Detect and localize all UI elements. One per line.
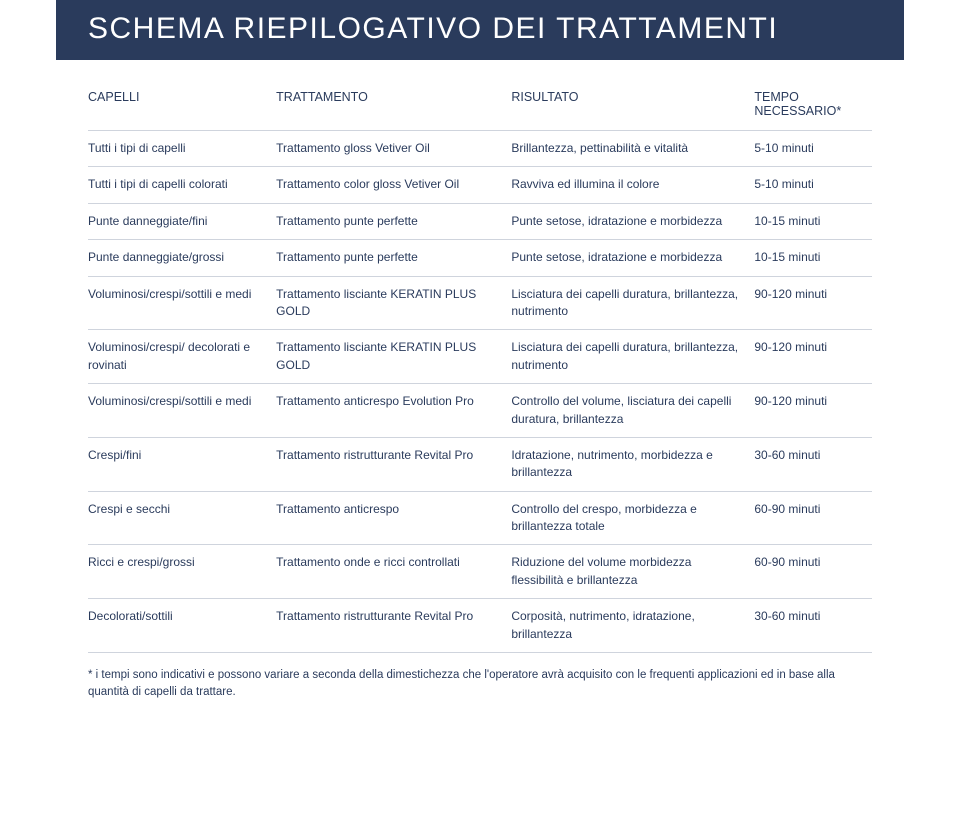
cell-capelli: Crespi/fini bbox=[88, 437, 276, 491]
content-area: CAPELLI TRATTAMENTO RISULTATO TEMPO NECE… bbox=[0, 84, 960, 700]
cell-tempo: 60-90 minuti bbox=[754, 545, 872, 599]
col-header-trattamento: TRATTAMENTO bbox=[276, 84, 511, 131]
cell-tempo: 5-10 minuti bbox=[754, 167, 872, 203]
cell-trattamento: Trattamento onde e ricci controllati bbox=[276, 545, 511, 599]
footnote: * i tempi sono indicativi e possono vari… bbox=[88, 653, 872, 700]
cell-trattamento: Trattamento anticrespo Evolution Pro bbox=[276, 384, 511, 438]
table-row: Crespi e secchiTrattamento anticrespoCon… bbox=[88, 491, 872, 545]
cell-tempo: 10-15 minuti bbox=[754, 240, 872, 276]
cell-risultato: Idratazione, nutrimento, morbidezza e br… bbox=[511, 437, 754, 491]
col-header-capelli: CAPELLI bbox=[88, 84, 276, 131]
cell-tempo: 60-90 minuti bbox=[754, 491, 872, 545]
cell-tempo: 5-10 minuti bbox=[754, 131, 872, 167]
cell-tempo: 10-15 minuti bbox=[754, 203, 872, 239]
table-row: Crespi/finiTrattamento ristrutturante Re… bbox=[88, 437, 872, 491]
cell-tempo: 90-120 minuti bbox=[754, 276, 872, 330]
cell-trattamento: Trattamento lisciante KERATIN PLUS GOLD bbox=[276, 330, 511, 384]
cell-capelli: Punte danneggiate/grossi bbox=[88, 240, 276, 276]
cell-trattamento: Trattamento color gloss Vetiver Oil bbox=[276, 167, 511, 203]
cell-capelli: Crespi e secchi bbox=[88, 491, 276, 545]
cell-capelli: Tutti i tipi di capelli colorati bbox=[88, 167, 276, 203]
cell-risultato: Lisciatura dei capelli duratura, brillan… bbox=[511, 330, 754, 384]
cell-trattamento: Trattamento lisciante KERATIN PLUS GOLD bbox=[276, 276, 511, 330]
cell-risultato: Punte setose, idratazione e morbidezza bbox=[511, 240, 754, 276]
cell-risultato: Lisciatura dei capelli duratura, brillan… bbox=[511, 276, 754, 330]
cell-capelli: Punte danneggiate/fini bbox=[88, 203, 276, 239]
table-row: Voluminosi/crespi/ decolorati e rovinati… bbox=[88, 330, 872, 384]
table-row: Punte danneggiate/finiTrattamento punte … bbox=[88, 203, 872, 239]
cell-trattamento: Trattamento ristrutturante Revital Pro bbox=[276, 599, 511, 653]
cell-risultato: Controllo del volume, lisciatura dei cap… bbox=[511, 384, 754, 438]
cell-trattamento: Trattamento punte perfette bbox=[276, 240, 511, 276]
title-bar: SCHEMA RIEPILOGATIVO DEI TRATTAMENTI bbox=[56, 0, 904, 60]
table-body: Tutti i tipi di capelliTrattamento gloss… bbox=[88, 131, 872, 653]
cell-risultato: Brillantezza, pettinabilità e vitalità bbox=[511, 131, 754, 167]
cell-tempo: 30-60 minuti bbox=[754, 599, 872, 653]
cell-risultato: Punte setose, idratazione e morbidezza bbox=[511, 203, 754, 239]
table-row: Tutti i tipi di capelli coloratiTrattame… bbox=[88, 167, 872, 203]
table-header-row: CAPELLI TRATTAMENTO RISULTATO TEMPO NECE… bbox=[88, 84, 872, 131]
cell-trattamento: Trattamento ristrutturante Revital Pro bbox=[276, 437, 511, 491]
cell-tempo: 90-120 minuti bbox=[754, 384, 872, 438]
cell-risultato: Controllo del crespo, morbidezza e brill… bbox=[511, 491, 754, 545]
cell-trattamento: Trattamento gloss Vetiver Oil bbox=[276, 131, 511, 167]
cell-capelli: Voluminosi/crespi/ decolorati e rovinati bbox=[88, 330, 276, 384]
page-title: SCHEMA RIEPILOGATIVO DEI TRATTAMENTI bbox=[88, 12, 872, 46]
table-row: Voluminosi/crespi/sottili e mediTrattame… bbox=[88, 276, 872, 330]
col-header-tempo: TEMPO NECESSARIO* bbox=[754, 84, 872, 131]
cell-capelli: Voluminosi/crespi/sottili e medi bbox=[88, 276, 276, 330]
cell-capelli: Voluminosi/crespi/sottili e medi bbox=[88, 384, 276, 438]
cell-tempo: 90-120 minuti bbox=[754, 330, 872, 384]
cell-trattamento: Trattamento punte perfette bbox=[276, 203, 511, 239]
table-row: Punte danneggiate/grossiTrattamento punt… bbox=[88, 240, 872, 276]
table-row: Decolorati/sottiliTrattamento ristruttur… bbox=[88, 599, 872, 653]
cell-capelli: Ricci e crespi/grossi bbox=[88, 545, 276, 599]
cell-risultato: Corposità, nutrimento, idratazione, bril… bbox=[511, 599, 754, 653]
cell-capelli: Decolorati/sottili bbox=[88, 599, 276, 653]
table-row: Ricci e crespi/grossiTrattamento onde e … bbox=[88, 545, 872, 599]
cell-capelli: Tutti i tipi di capelli bbox=[88, 131, 276, 167]
cell-tempo: 30-60 minuti bbox=[754, 437, 872, 491]
table-row: Tutti i tipi di capelliTrattamento gloss… bbox=[88, 131, 872, 167]
cell-trattamento: Trattamento anticrespo bbox=[276, 491, 511, 545]
treatments-table: CAPELLI TRATTAMENTO RISULTATO TEMPO NECE… bbox=[88, 84, 872, 653]
col-header-risultato: RISULTATO bbox=[511, 84, 754, 131]
cell-risultato: Riduzione del volume morbidezza flessibi… bbox=[511, 545, 754, 599]
cell-risultato: Ravviva ed illumina il colore bbox=[511, 167, 754, 203]
table-row: Voluminosi/crespi/sottili e mediTrattame… bbox=[88, 384, 872, 438]
